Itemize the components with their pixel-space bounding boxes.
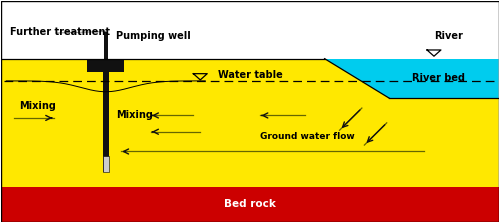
Bar bbox=[103, 156, 109, 172]
Text: Mixing: Mixing bbox=[19, 101, 56, 111]
Bar bbox=[87, 59, 124, 72]
Bar bbox=[104, 31, 108, 59]
Bar bbox=[324, 1, 498, 59]
Bar bbox=[2, 1, 324, 59]
Polygon shape bbox=[2, 59, 498, 187]
Text: River bed: River bed bbox=[412, 73, 466, 83]
Bar bbox=[103, 72, 109, 172]
Text: River: River bbox=[434, 31, 464, 41]
Polygon shape bbox=[324, 59, 498, 98]
Text: Further treatment: Further treatment bbox=[10, 27, 110, 37]
Text: Ground water flow: Ground water flow bbox=[260, 132, 354, 141]
Bar bbox=[2, 187, 498, 222]
Text: Pumping well: Pumping well bbox=[116, 31, 190, 41]
Text: Mixing: Mixing bbox=[116, 110, 152, 120]
Text: Water table: Water table bbox=[218, 70, 282, 80]
Text: Bed rock: Bed rock bbox=[224, 199, 276, 209]
